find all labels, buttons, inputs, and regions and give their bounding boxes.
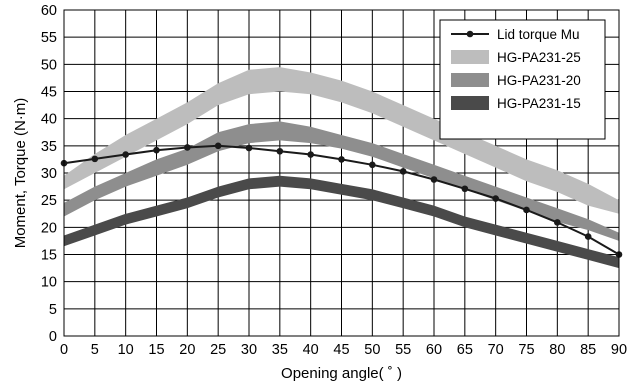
y-tick-label: 50 <box>41 57 57 73</box>
x-tick-label: 50 <box>364 342 380 358</box>
lid-torque-point <box>214 142 222 150</box>
x-tick-label: 90 <box>611 342 627 358</box>
x-tick-label: 70 <box>488 342 504 358</box>
legend-label: HG-PA231-15 <box>497 96 581 111</box>
lid-torque-point <box>584 233 592 240</box>
y-tick-label: 5 <box>49 302 57 318</box>
legend-label: HG-PA231-20 <box>497 73 581 88</box>
lid-torque-point <box>91 155 99 163</box>
legend-marker-symbol <box>466 30 474 38</box>
legend-swatch-hg-pa231-20 <box>451 73 489 87</box>
x-tick-label: 75 <box>518 342 534 358</box>
x-tick-label: 20 <box>179 342 195 358</box>
legend-swatch-hg-pa231-25 <box>451 50 489 64</box>
y-tick-label: 30 <box>41 166 57 182</box>
x-tick-label: 10 <box>118 342 134 358</box>
lid-torque-point <box>554 219 561 226</box>
x-tick-label: 15 <box>148 342 164 358</box>
legend-swatch-hg-pa231-15 <box>451 96 489 110</box>
band-hg-pa231-15 <box>64 175 619 269</box>
x-tick-label: 30 <box>241 342 257 358</box>
x-tick-label: 5 <box>91 342 99 358</box>
lid-torque-point <box>307 151 314 158</box>
x-tick-label: 85 <box>580 342 596 358</box>
lid-torque-line <box>60 142 623 258</box>
y-axis-title: Moment, Torque (N·m) <box>12 98 29 249</box>
lid-torque-point <box>461 185 469 193</box>
legend: Lid torque Mu HG-PA231-25 HG-PA231-20 HG-PA… <box>439 19 606 140</box>
y-tick-label: 45 <box>41 85 57 101</box>
y-tick-label: 40 <box>41 112 57 128</box>
lid-torque-point <box>492 195 499 202</box>
y-tick-label: 25 <box>41 193 57 209</box>
y-tick-label: 10 <box>41 275 57 291</box>
legend-label: HG-PA231-25 <box>497 50 581 65</box>
lid-torque-point <box>399 168 407 175</box>
x-tick-label: 45 <box>333 342 349 358</box>
x-tick-label: 60 <box>426 342 442 358</box>
y-tick-label: 20 <box>41 220 57 236</box>
lid-torque-point <box>523 206 530 214</box>
x-tick-label: 80 <box>549 342 565 358</box>
lid-torque-point <box>338 156 345 163</box>
x-tick-labels: 0 5 10 15 20 25 30 35 40 45 50 55 60 65 70 75 80 85 90 <box>60 342 627 358</box>
x-tick-label: 40 <box>303 342 319 358</box>
lid-torque-point <box>276 147 284 155</box>
lid-torque-point <box>245 144 253 152</box>
x-tick-label: 25 <box>210 342 226 358</box>
band-hg-pa231-20 <box>64 121 619 241</box>
x-axis-title: Opening angle( ˚ ) <box>281 365 402 382</box>
band-hg-pa231-25 <box>64 67 619 214</box>
lid-torque-point <box>369 161 376 169</box>
plot-frame <box>63 9 620 337</box>
y-tick-label: 60 <box>41 3 57 19</box>
lid-torque-point <box>184 144 191 151</box>
legend-label: Lid torque Mu <box>497 27 580 42</box>
x-tick-label: 55 <box>395 342 411 358</box>
x-tick-label: 35 <box>272 342 288 358</box>
y-tick-label: 15 <box>41 248 57 264</box>
y-tick-label: 0 <box>49 329 57 345</box>
y-tick-labels: 0 5 10 15 20 25 30 35 40 45 50 55 60 <box>41 3 57 345</box>
x-tick-label: 0 <box>60 342 68 358</box>
lid-torque-point <box>153 146 160 154</box>
lid-torque-point <box>430 176 438 183</box>
y-tick-label: 35 <box>41 139 57 155</box>
x-tick-label: 65 <box>457 342 473 358</box>
torque-bands <box>64 67 619 269</box>
lid-torque-point <box>122 151 129 158</box>
y-tick-label: 55 <box>41 30 57 46</box>
